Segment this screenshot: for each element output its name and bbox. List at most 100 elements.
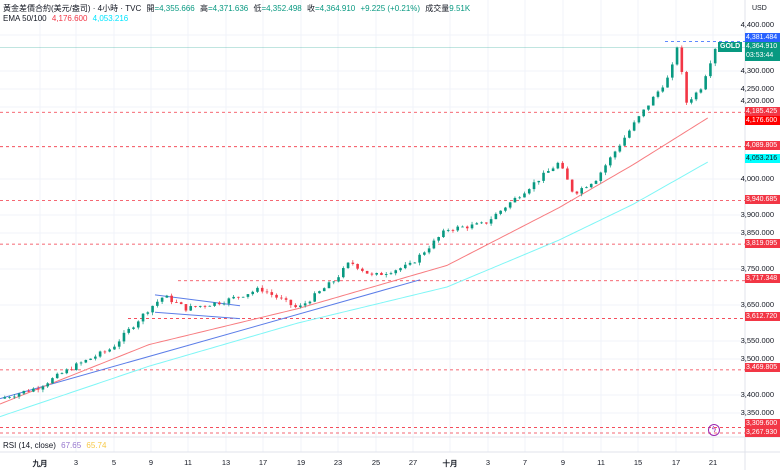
candle — [103, 351, 107, 353]
date-tick: 15 — [633, 458, 643, 467]
candle — [413, 262, 417, 264]
candle — [651, 96, 655, 106]
candle — [647, 105, 650, 110]
rsi-label: RSI (14, close) — [3, 441, 56, 450]
candle — [442, 230, 445, 238]
candle — [527, 189, 531, 194]
price-tick: 3,750.000 — [740, 264, 774, 273]
candle — [656, 91, 660, 97]
candle — [427, 248, 431, 253]
close-label: 收 — [306, 4, 315, 13]
candle — [127, 328, 131, 333]
ema-label: EMA 50/100 — [3, 14, 47, 23]
price-tick: 3,350.000 — [740, 408, 774, 417]
candle — [356, 263, 359, 269]
candle — [70, 369, 73, 371]
candle — [604, 165, 607, 173]
candle — [189, 306, 193, 311]
triangle-lower-line — [154, 311, 241, 320]
candle — [408, 262, 412, 265]
volume-value: 9.51K — [449, 4, 471, 13]
candle — [318, 291, 321, 294]
candle — [666, 77, 669, 88]
date-tick: 十月 — [442, 459, 458, 468]
candle — [141, 313, 145, 322]
candle — [680, 47, 684, 72]
change-value: +9.225 (+0.21%) — [360, 4, 421, 13]
candle — [351, 262, 355, 264]
candle — [74, 363, 78, 371]
candle — [532, 182, 536, 190]
candle — [22, 390, 26, 394]
triangle-upper-line — [154, 294, 241, 307]
candle — [642, 109, 645, 117]
ema50-value: 4,176.600 — [51, 14, 88, 23]
price-tick: 4,400.000 — [740, 20, 774, 29]
date-tick: 九月 — [32, 459, 48, 468]
candle — [561, 162, 564, 169]
lightning-icon[interactable]: ϟ — [708, 424, 720, 436]
candle — [594, 180, 598, 184]
close-value: =4,364.910 — [314, 4, 356, 13]
candle — [456, 226, 460, 231]
candle — [3, 397, 7, 399]
candle — [27, 390, 30, 392]
ema50-line — [0, 117, 709, 405]
price-tick: 3,650.000 — [740, 300, 774, 309]
candle — [98, 351, 102, 357]
candle — [637, 116, 641, 123]
candle — [394, 270, 398, 274]
candle — [446, 230, 450, 231]
candle — [461, 226, 464, 228]
candle — [375, 272, 378, 275]
rsi-legend[interactable]: RSI (14, close) 67.65 65.74 — [3, 441, 109, 450]
date-tick: 9 — [560, 458, 566, 467]
candle — [136, 321, 140, 328]
candle — [218, 302, 221, 305]
candle — [475, 223, 479, 225]
candle — [361, 268, 364, 271]
currency-label[interactable]: USD — [752, 5, 767, 12]
volume-label: 成交量 — [425, 4, 450, 13]
candle — [327, 282, 331, 289]
candle — [570, 179, 574, 192]
candle — [51, 378, 54, 384]
candle — [160, 297, 164, 302]
date-tick: 13 — [221, 458, 231, 467]
candle — [17, 393, 21, 397]
price-level-label: 3,717.348 — [745, 274, 780, 283]
candle — [341, 268, 345, 278]
open-value: =4,355.666 — [154, 4, 195, 13]
candle — [589, 183, 593, 188]
candle — [32, 388, 35, 392]
date-tick: 21 — [708, 458, 718, 467]
date-tick: 27 — [408, 458, 418, 467]
candle — [709, 63, 712, 77]
ema-legend[interactable]: EMA 50/100 4,176.600 4,053.216 — [3, 14, 131, 23]
candle — [284, 298, 288, 300]
candle — [13, 396, 16, 398]
candle — [465, 226, 469, 229]
candle — [432, 240, 436, 249]
date-tick: 23 — [333, 458, 343, 467]
price-level-label: 4,176.600 — [745, 116, 780, 125]
candle — [556, 162, 560, 169]
candle — [661, 87, 665, 92]
candle — [613, 151, 617, 158]
candle — [117, 341, 121, 347]
high-value: =4,371.636 — [207, 4, 249, 13]
candle — [122, 332, 126, 342]
candle — [55, 373, 59, 379]
candle — [380, 272, 383, 276]
candle — [542, 172, 545, 181]
date-tick: 11 — [184, 458, 192, 467]
candle — [198, 305, 202, 307]
price-level-label: 4,053.216 — [745, 154, 780, 163]
candle — [151, 305, 154, 313]
candle — [270, 292, 274, 295]
candle — [713, 48, 717, 64]
candle — [251, 291, 255, 295]
candle — [203, 305, 207, 307]
price-tick: 4,200.000 — [740, 96, 774, 105]
